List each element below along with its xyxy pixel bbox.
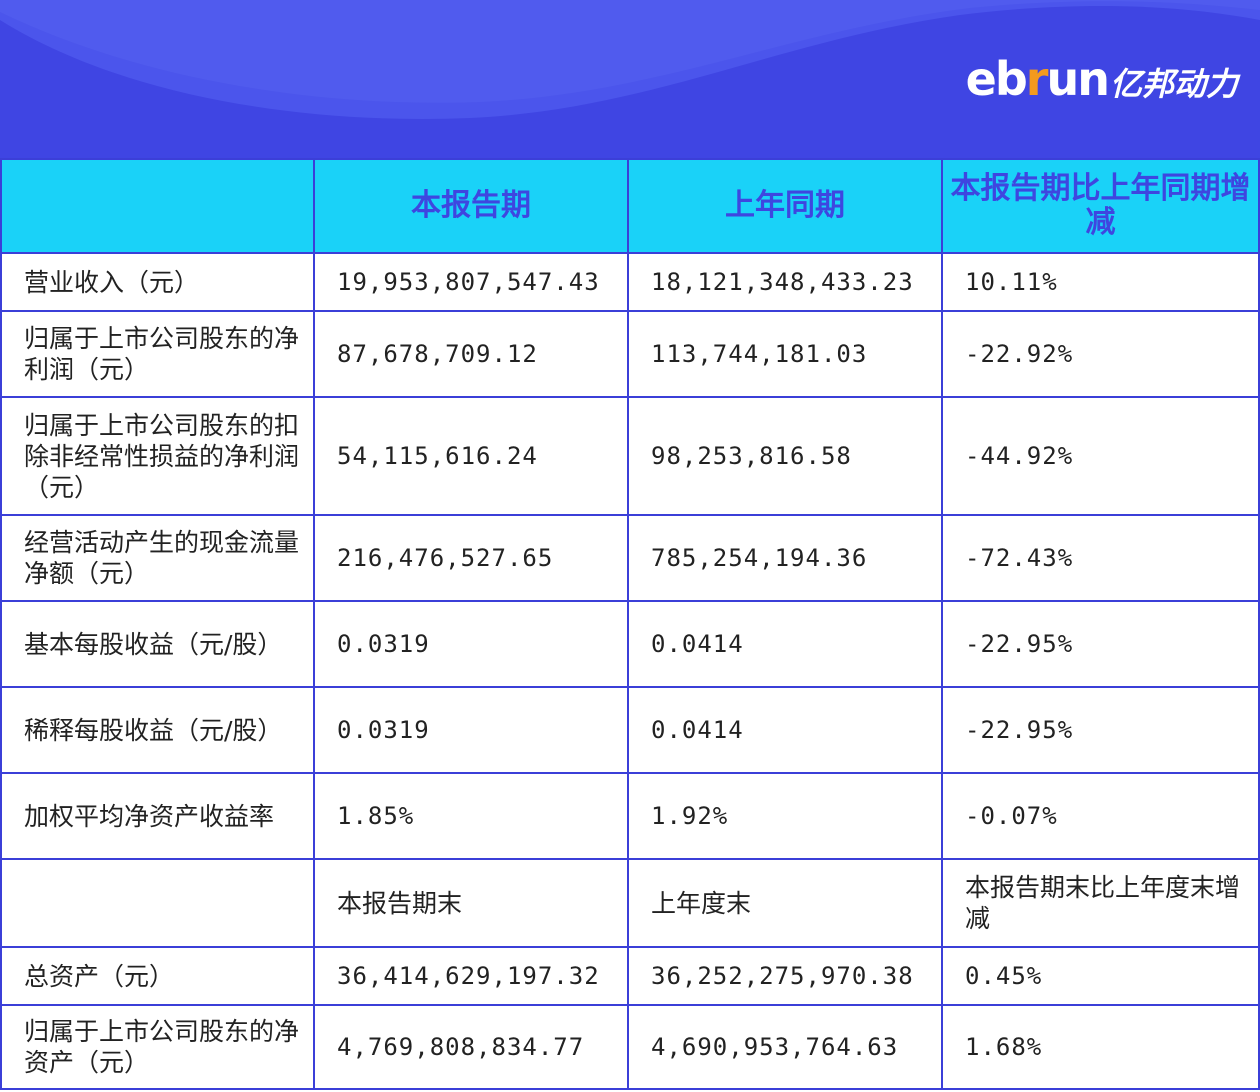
row-label: 营业收入（元） <box>0 252 315 312</box>
cell-change: -22.95% <box>941 600 1260 688</box>
cell-previous: 1.92% <box>627 772 943 860</box>
header-cell-change: 本报告期比上年同期增减 <box>941 158 1260 254</box>
cell-change: -0.07% <box>941 772 1260 860</box>
table-subheader-row: 本报告期末 上年度末 本报告期末比上年度末增减 <box>0 858 1260 948</box>
table-row: 经营活动产生的现金流量净额（元） 216,476,527.65 785,254,… <box>0 514 1260 602</box>
cell-current: 19,953,807,547.43 <box>313 252 629 312</box>
row-label: 稀释每股收益（元/股） <box>0 686 315 774</box>
cell-current: 0.0319 <box>313 686 629 774</box>
cell-current: 216,476,527.65 <box>313 514 629 602</box>
cell-change: -22.92% <box>941 310 1260 398</box>
cell-previous: 0.0414 <box>627 600 943 688</box>
cell-current: 0.0319 <box>313 600 629 688</box>
cell-change: 10.11% <box>941 252 1260 312</box>
ebrun-logo: ebrun 亿邦动力 <box>965 52 1238 106</box>
subheader-period-end: 本报告期末 <box>313 858 629 948</box>
subheader-prior-year-end: 上年度末 <box>627 858 943 948</box>
row-label: 总资产（元） <box>0 946 315 1006</box>
cell-current: 4,769,808,834.77 <box>313 1004 629 1090</box>
banner-wave-graphic <box>0 0 1260 158</box>
header-cell-current-period: 本报告期 <box>313 158 629 254</box>
cell-change: -22.95% <box>941 686 1260 774</box>
cell-current: 87,678,709.12 <box>313 310 629 398</box>
table-row: 稀释每股收益（元/股） 0.0319 0.0414 -22.95% <box>0 686 1260 774</box>
cell-change: -72.43% <box>941 514 1260 602</box>
financial-table: 本报告期 上年同期 本报告期比上年同期增减 营业收入（元） 19,953,807… <box>0 158 1260 1090</box>
row-label: 加权平均净资产收益率 <box>0 772 315 860</box>
table-row: 归属于上市公司股东的净利润（元） 87,678,709.12 113,744,1… <box>0 310 1260 398</box>
cell-previous: 98,253,816.58 <box>627 396 943 516</box>
header-cell-previous-period: 上年同期 <box>627 158 943 254</box>
cell-change: -44.92% <box>941 396 1260 516</box>
table-row: 归属于上市公司股东的净资产（元） 4,769,808,834.77 4,690,… <box>0 1004 1260 1090</box>
cell-previous: 0.0414 <box>627 686 943 774</box>
cell-previous: 785,254,194.36 <box>627 514 943 602</box>
subheader-change: 本报告期末比上年度末增减 <box>941 858 1260 948</box>
row-label: 经营活动产生的现金流量净额（元） <box>0 514 315 602</box>
table-row: 总资产（元） 36,414,629,197.32 36,252,275,970.… <box>0 946 1260 1006</box>
header-banner: ebrun 亿邦动力 <box>0 0 1260 158</box>
row-label: 归属于上市公司股东的净利润（元） <box>0 310 315 398</box>
cell-previous: 4,690,953,764.63 <box>627 1004 943 1090</box>
row-label: 归属于上市公司股东的净资产（元） <box>0 1004 315 1090</box>
row-label: 归属于上市公司股东的扣除非经常性损益的净利润（元） <box>0 396 315 516</box>
cell-current: 1.85% <box>313 772 629 860</box>
cell-change: 1.68% <box>941 1004 1260 1090</box>
cell-current: 54,115,616.24 <box>313 396 629 516</box>
financial-table-container: 本报告期 上年同期 本报告期比上年同期增减 营业收入（元） 19,953,807… <box>0 158 1260 1090</box>
cell-previous: 36,252,275,970.38 <box>627 946 943 1006</box>
cell-current: 36,414,629,197.32 <box>313 946 629 1006</box>
row-label: 基本每股收益（元/股） <box>0 600 315 688</box>
table-row: 营业收入（元） 19,953,807,547.43 18,121,348,433… <box>0 252 1260 312</box>
table-row: 基本每股收益（元/股） 0.0319 0.0414 -22.95% <box>0 600 1260 688</box>
cell-previous: 18,121,348,433.23 <box>627 252 943 312</box>
table-row: 加权平均净资产收益率 1.85% 1.92% -0.07% <box>0 772 1260 860</box>
cell-change: 0.45% <box>941 946 1260 1006</box>
row-label <box>0 858 315 948</box>
table-row: 归属于上市公司股东的扣除非经常性损益的净利润（元） 54,115,616.24 … <box>0 396 1260 516</box>
header-cell-blank <box>0 158 315 254</box>
table-header-row: 本报告期 上年同期 本报告期比上年同期增减 <box>0 158 1260 254</box>
cell-previous: 113,744,181.03 <box>627 310 943 398</box>
